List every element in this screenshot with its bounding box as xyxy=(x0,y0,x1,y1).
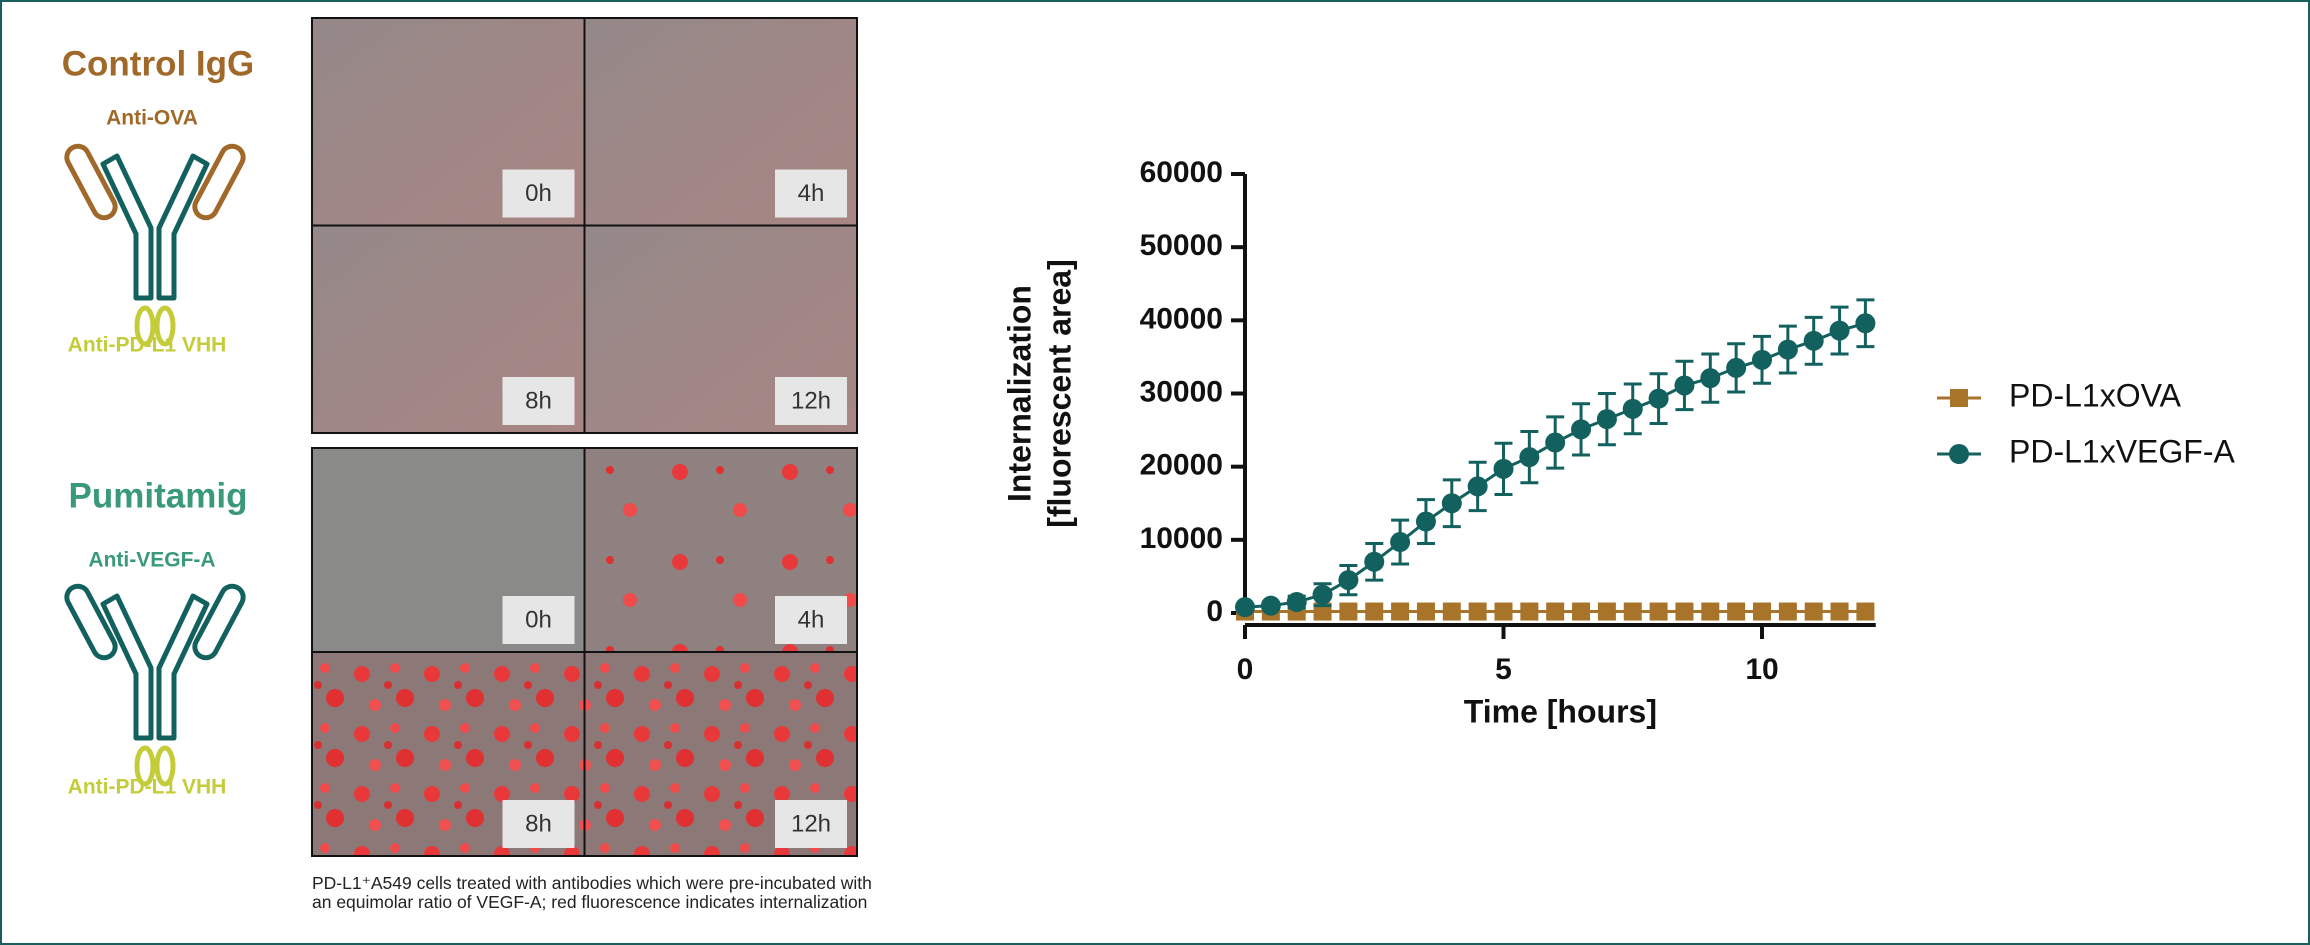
data-point xyxy=(1752,350,1772,370)
time-label: 12h xyxy=(791,810,831,837)
data-point xyxy=(1649,389,1669,409)
data-point xyxy=(1624,603,1642,621)
data-point xyxy=(1468,476,1488,496)
y-tick-label: 0 xyxy=(1206,595,1223,628)
data-point xyxy=(1856,603,1874,621)
antibody-icon xyxy=(63,142,247,344)
data-point xyxy=(1287,592,1307,612)
data-point xyxy=(1597,409,1617,429)
data-point xyxy=(1674,375,1694,395)
x-axis-title: Time [hours] xyxy=(1464,693,1657,729)
data-point xyxy=(1830,321,1850,341)
vhh-label: Anti-PD-L1 VHH xyxy=(68,776,227,799)
arm-label: Anti-VEGF-A xyxy=(88,549,215,572)
data-point xyxy=(1805,603,1823,621)
figure: Control IgG Anti-OVA Anti-PD-L1 VHH Pumi… xyxy=(0,0,2310,945)
y-tick-label: 30000 xyxy=(1140,375,1223,408)
panel-title: Control IgG xyxy=(62,44,254,83)
data-point xyxy=(1778,340,1798,360)
data-point xyxy=(1650,603,1668,621)
y-axis-title: [fluorescent area] xyxy=(1041,259,1077,528)
data-point xyxy=(1546,603,1564,621)
data-point xyxy=(1855,313,1875,333)
caption: PD-L1⁺A549 cells treated with antibodies… xyxy=(312,874,872,912)
time-label: 8h xyxy=(525,387,552,414)
data-point xyxy=(1364,552,1384,572)
data-point xyxy=(1443,603,1461,621)
y-tick-label: 10000 xyxy=(1140,522,1223,555)
data-point xyxy=(1623,399,1643,419)
legend-marker xyxy=(1950,389,1968,407)
legend-marker xyxy=(1949,444,1969,464)
data-point xyxy=(1442,493,1462,513)
time-label: 12h xyxy=(791,387,831,414)
data-point xyxy=(1494,459,1514,479)
x-tick-label: 10 xyxy=(1745,653,1778,686)
data-point xyxy=(1675,603,1693,621)
data-point xyxy=(1727,603,1745,621)
y-tick-label: 50000 xyxy=(1140,229,1223,262)
time-label: 4h xyxy=(798,180,825,207)
antibody-icon xyxy=(63,582,247,784)
y-tick-label: 20000 xyxy=(1140,449,1223,482)
data-point xyxy=(1365,603,1383,621)
data-point xyxy=(1495,603,1513,621)
data-point xyxy=(1598,603,1616,621)
data-point xyxy=(1831,603,1849,621)
legend-label: PD-L1xVEGF-A xyxy=(2009,433,2235,469)
data-point xyxy=(1701,603,1719,621)
data-point xyxy=(1804,331,1824,351)
arm-label: Anti-OVA xyxy=(106,107,198,130)
data-point xyxy=(1390,532,1410,552)
data-point xyxy=(1417,603,1435,621)
y-axis-title: Internalization xyxy=(1001,285,1037,502)
data-point xyxy=(1700,368,1720,388)
y-tick-label: 40000 xyxy=(1140,302,1223,335)
data-point xyxy=(1391,603,1409,621)
data-point xyxy=(1469,603,1487,621)
data-point xyxy=(1339,603,1357,621)
data-point xyxy=(1416,512,1436,532)
time-label: 8h xyxy=(525,810,552,837)
data-point xyxy=(1753,603,1771,621)
panel-title: Pumitamig xyxy=(69,476,248,515)
time-label: 0h xyxy=(525,606,552,633)
y-tick-label: 60000 xyxy=(1140,156,1223,189)
data-point xyxy=(1572,603,1590,621)
data-point xyxy=(1571,419,1591,439)
data-point xyxy=(1313,585,1333,605)
legend-label: PD-L1xOVA xyxy=(2009,377,2182,413)
time-label: 4h xyxy=(798,606,825,633)
data-point xyxy=(1519,447,1539,467)
time-label: 0h xyxy=(525,180,552,207)
x-tick-label: 5 xyxy=(1495,653,1512,686)
data-point xyxy=(1726,358,1746,378)
data-point xyxy=(1338,570,1358,590)
data-point xyxy=(1520,603,1538,621)
data-point xyxy=(1545,433,1565,453)
data-point xyxy=(1235,597,1255,617)
figure-canvas: Control IgG Anti-OVA Anti-PD-L1 VHH Pumi… xyxy=(0,0,2310,945)
vhh-label: Anti-PD-L1 VHH xyxy=(68,334,227,357)
data-point xyxy=(1261,596,1281,616)
data-point xyxy=(1779,603,1797,621)
x-tick-label: 0 xyxy=(1237,653,1254,686)
